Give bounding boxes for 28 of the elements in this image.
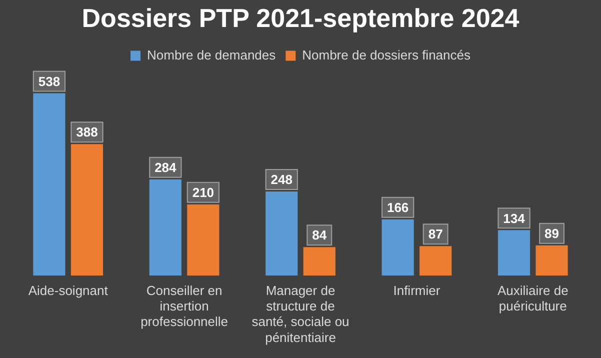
x-tick-label: Manager de structure de santé, sociale ou pénitentiaire [252, 282, 350, 345]
data-label: 89 [544, 226, 560, 242]
legend-label: Nombre de dossiers financés [302, 47, 471, 62]
data-label: 538 [38, 74, 60, 89]
data-label: 134 [503, 210, 526, 226]
x-tick-label: Infirmier [393, 282, 441, 298]
bar [420, 246, 452, 276]
bar [149, 179, 182, 276]
x-tick-label: Aide-soignant [28, 282, 108, 298]
bar [303, 247, 336, 276]
chart-title: Dossiers PTP 2021-septembre 2024 [82, 2, 520, 33]
legend-label: Nombre de demandes [147, 47, 276, 62]
bar [33, 93, 66, 276]
bar [382, 219, 414, 276]
bar [70, 144, 104, 276]
data-label: 84 [312, 228, 328, 243]
data-label: 388 [76, 124, 98, 140]
data-label: 210 [192, 184, 214, 200]
x-tick-label: Conseiller en insertion professionnelle [140, 282, 228, 330]
bar [498, 230, 530, 276]
bar [536, 245, 568, 276]
bar [187, 204, 220, 276]
x-tick-label: Auxiliaire de puériculture [497, 282, 568, 314]
data-label: 87 [428, 226, 443, 242]
data-label: 284 [154, 160, 178, 175]
data-label: 248 [270, 172, 292, 188]
bar [266, 192, 298, 276]
data-label: 166 [386, 200, 409, 215]
